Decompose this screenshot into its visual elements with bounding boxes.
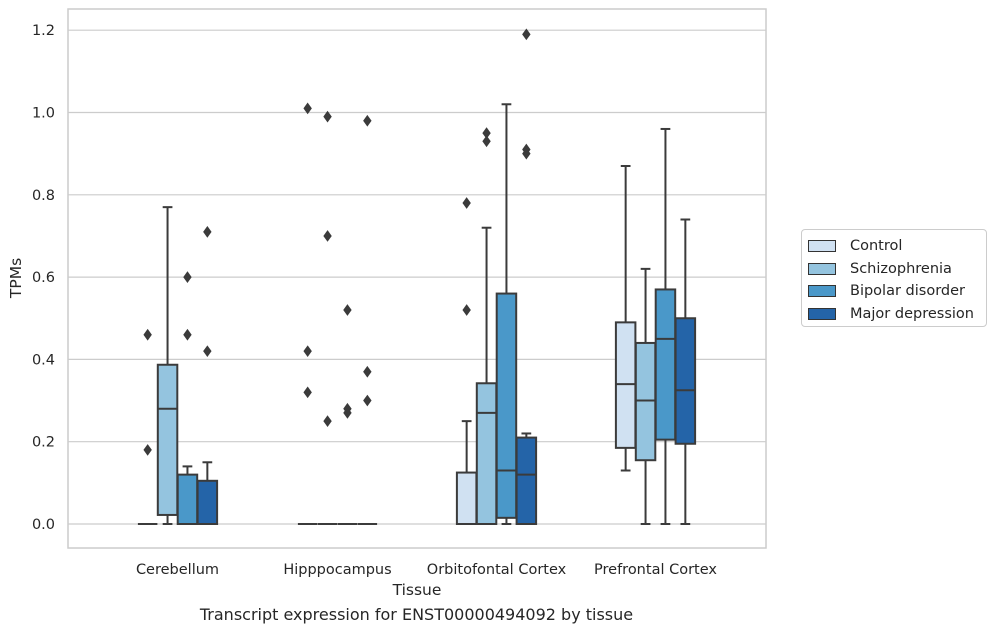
x-tick-label-hipppocampus: Hipppocampus (283, 562, 391, 578)
outlier-control (462, 197, 471, 209)
y-tick-label: 0.2 (32, 435, 55, 451)
plot-frame (67, 8, 767, 549)
outlier-major-depression (203, 345, 212, 358)
box-schizophrenia (634, 341, 657, 462)
x-tick-label-prefrontal-cortex: Prefrontal Cortex (594, 562, 717, 578)
legend-swatch-bipolar-disorder (808, 285, 836, 298)
box-major-depression (515, 436, 538, 525)
y-tick-label: 0.8 (32, 188, 55, 204)
y-tick-label: 0.4 (32, 352, 55, 368)
outlier-major-depression (522, 143, 531, 156)
outlier-control (462, 304, 471, 316)
y-tick-label: 1.2 (32, 23, 55, 39)
box-major-depression (196, 479, 219, 526)
y-tick-label: 0.6 (32, 270, 55, 286)
outlier-bipolar-disorder (343, 304, 352, 316)
legend-label-major-depression: Major depression (850, 305, 974, 322)
x-axis-label: Tissue (392, 581, 442, 599)
outlier-major-depression (522, 28, 531, 41)
box-schizophrenia (475, 382, 498, 525)
chart-caption: Transcript expression for ENST0000049409… (199, 605, 634, 624)
outlier-bipolar-disorder (183, 271, 192, 283)
legend: Control Schizophrenia Bipolar disorder M… (801, 229, 987, 327)
legend-item-major-depression: Major depression (808, 303, 986, 326)
outlier-bipolar-disorder (343, 402, 352, 415)
legend-label-schizophrenia: Schizophrenia (850, 260, 952, 277)
legend-item-bipolar-disorder: Bipolar disorder (808, 280, 986, 303)
legend-label-bipolar-disorder: Bipolar disorder (850, 283, 965, 300)
outlier-major-depression (363, 365, 372, 378)
outlier-schizophrenia (323, 110, 332, 123)
outlier-schizophrenia (323, 230, 332, 242)
box-bipolar-disorder (495, 292, 518, 519)
outlier-control (143, 444, 152, 456)
outlier-bipolar-disorder (183, 328, 192, 341)
y-tick-label: 0.0 (32, 517, 55, 533)
outlier-schizophrenia (482, 135, 491, 148)
legend-item-schizophrenia: Schizophrenia (808, 258, 986, 281)
y-axis-label: TPMs (7, 258, 25, 299)
outlier-major-depression (363, 114, 372, 127)
outlier-major-depression (203, 225, 212, 238)
legend-label-control: Control (850, 238, 903, 255)
outlier-control (303, 345, 312, 358)
outlier-schizophrenia (323, 415, 332, 427)
box-bipolar-disorder (176, 473, 199, 525)
outlier-control (143, 328, 152, 341)
x-tick-label-cerebellum: Cerebellum (136, 562, 219, 578)
box-control (614, 321, 637, 449)
x-tick-label-orbitofontal-cortex: Orbitofontal Cortex (427, 562, 567, 578)
legend-swatch-control (808, 240, 836, 253)
box-schizophrenia (156, 363, 179, 516)
box-control (455, 471, 478, 525)
outlier-schizophrenia (482, 127, 491, 139)
box-bipolar-disorder (654, 288, 677, 441)
y-tick-label: 1.0 (32, 106, 55, 122)
legend-swatch-schizophrenia (808, 262, 836, 275)
outlier-control (303, 386, 312, 399)
legend-swatch-major-depression (808, 307, 836, 320)
outlier-major-depression (363, 394, 372, 407)
box-major-depression (674, 317, 697, 445)
outlier-control (303, 102, 312, 115)
legend-item-control: Control (808, 235, 986, 258)
